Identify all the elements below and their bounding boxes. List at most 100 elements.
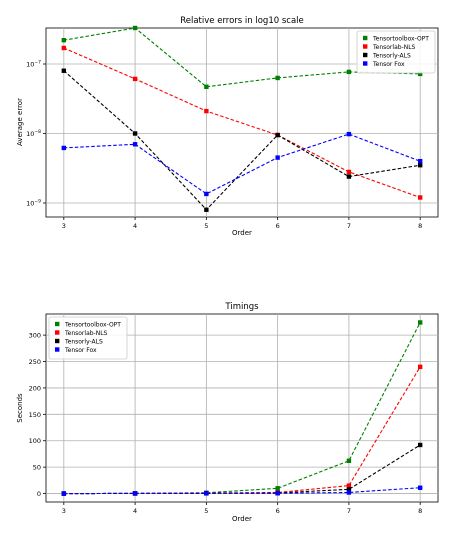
legend-label: Tensorly-ALS: [372, 52, 411, 59]
data-point: [204, 491, 209, 496]
x-tick-label: 8: [418, 507, 422, 515]
error-y-axis-label: Average error: [16, 98, 24, 146]
error-legend: Tensortoolbox-OPT Tensorlab-NLSTensorly-A…: [356, 30, 436, 74]
timings-y-axis-label: Seconds: [16, 393, 24, 423]
y-tick-label: 150: [29, 411, 41, 419]
data-point: [275, 486, 280, 491]
legend-label: Tensortoolbox-OPT: [64, 321, 121, 328]
data-point: [346, 487, 352, 492]
y-tick-label: 10−8: [26, 129, 41, 138]
y-tick-base: 10: [26, 130, 34, 138]
x-tick-label: 7: [347, 222, 351, 230]
data-point: [346, 483, 352, 488]
data-point: [132, 76, 138, 82]
timings-x-ticks: 3 4 5 6 7 8: [62, 502, 422, 515]
x-tick-label: 5: [204, 507, 208, 515]
data-point: [275, 155, 280, 160]
legend-marker: [363, 52, 368, 58]
series-line: [63, 133, 421, 195]
timings-x-axis-label: Order: [232, 515, 252, 523]
data-point: [417, 195, 423, 200]
y-tick-label: 0: [37, 490, 41, 498]
legend-marker: [363, 61, 368, 66]
data-point: [275, 491, 280, 496]
data-point: [132, 25, 138, 31]
legend-marker: [55, 338, 60, 344]
data-point: [204, 84, 209, 89]
data-point: [346, 174, 352, 179]
y-tick-label: 10−9: [26, 199, 41, 208]
data-point: [204, 191, 209, 197]
legend-marker: [363, 35, 368, 41]
data-point: [204, 207, 209, 212]
legend-label: Tensor Fox: [64, 347, 97, 354]
timings-legend: Tensortoolbox-OPT Tensorlab-NLSTensorly-A…: [48, 316, 128, 360]
series-tensorly-als: [61, 68, 423, 212]
series-line: [63, 322, 421, 495]
y-tick-base: 10: [26, 61, 34, 69]
legend-label: Tensortoolbox-OPT: [372, 35, 429, 42]
data-point: [417, 158, 423, 164]
x-tick-label: 4: [133, 222, 137, 230]
series-tensor-fox: [61, 485, 423, 496]
y-tick-base: 10: [26, 200, 34, 208]
y-tick-label: 250: [29, 358, 41, 366]
data-point: [417, 364, 423, 370]
data-point: [417, 485, 423, 490]
timings-y-ticks: 0 50 100 150 200 250 300: [29, 332, 46, 498]
series-line: [63, 487, 421, 495]
legend-box: [356, 30, 436, 74]
data-point: [61, 145, 67, 151]
data-point: [346, 131, 352, 137]
legend-marker: [55, 330, 60, 335]
error-x-axis-label: Order: [232, 229, 252, 237]
data-point: [61, 68, 67, 73]
x-tick-label: 4: [133, 507, 137, 515]
data-point: [417, 320, 423, 325]
x-tick-label: 6: [276, 222, 280, 230]
x-tick-label: 3: [62, 222, 66, 230]
error-chart-title: Relative errors in log10 scale: [180, 16, 304, 26]
series-tensor-fox: [61, 131, 423, 197]
y-tick-label: 300: [29, 332, 41, 340]
data-point: [275, 75, 280, 81]
x-tick-label: 6: [276, 507, 280, 515]
data-point: [346, 69, 352, 75]
y-tick-exponent: −9: [34, 199, 41, 205]
y-tick-exponent: −7: [34, 60, 41, 66]
legend-label: Tensorlab-NLS: [372, 44, 416, 51]
data-point: [132, 491, 138, 496]
timings-series: [61, 320, 423, 496]
data-point: [417, 71, 423, 77]
data-point: [61, 38, 67, 43]
data-point: [417, 162, 423, 168]
x-tick-label: 8: [418, 222, 422, 230]
legend-box: [48, 316, 128, 360]
x-tick-label: 7: [347, 507, 351, 515]
legend-marker: [363, 44, 368, 49]
data-point: [275, 132, 280, 138]
data-point: [132, 142, 138, 147]
error-y-ticks: 10−710−810−9: [26, 60, 46, 208]
data-point: [346, 490, 352, 495]
data-point: [132, 131, 138, 136]
legend-label: Tensorlab-NLS: [64, 330, 108, 337]
y-tick-label: 200: [29, 384, 41, 392]
x-tick-label: 3: [62, 507, 66, 515]
data-point: [417, 442, 423, 448]
y-tick-label: 100: [29, 437, 41, 445]
y-tick-exponent: −8: [34, 129, 41, 135]
data-point: [61, 45, 67, 51]
series-line: [63, 47, 421, 199]
data-point: [346, 169, 352, 175]
y-tick-label: 10−7: [26, 60, 41, 69]
legend-label: Tensor Fox: [372, 61, 405, 68]
error-x-ticks: 3 4 5 6 7 8: [62, 217, 422, 230]
timings-chart-title: Timings: [224, 302, 259, 312]
series-line: [63, 70, 421, 211]
legend-label: Tensorly-ALS: [64, 338, 103, 345]
x-tick-label: 5: [204, 222, 208, 230]
legend-marker: [55, 321, 60, 327]
